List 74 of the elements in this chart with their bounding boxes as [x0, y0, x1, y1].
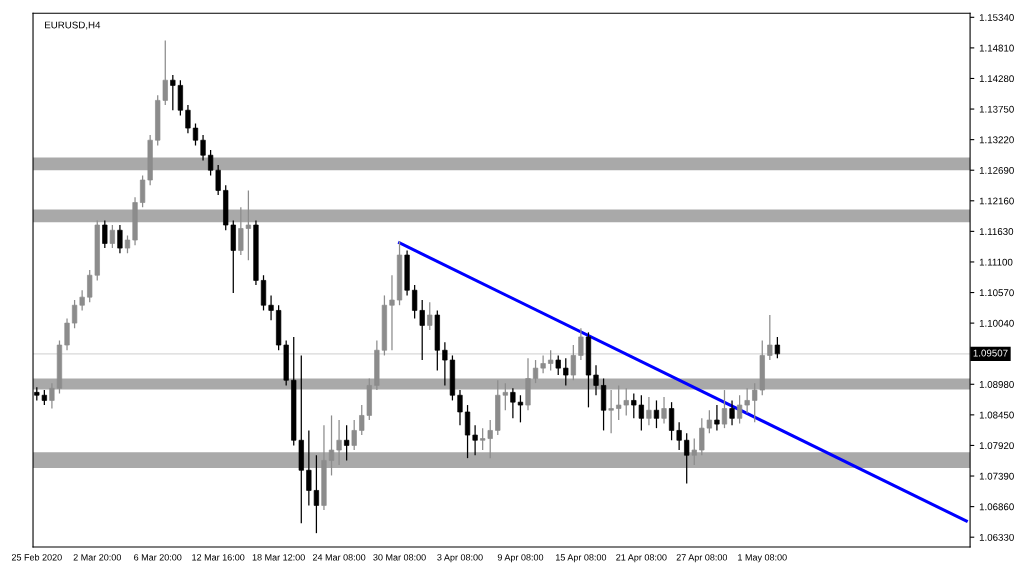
candlestick — [336, 419, 342, 466]
candlestick — [389, 274, 395, 351]
candlestick — [661, 396, 667, 425]
y-tick-label: 1.08980 — [979, 381, 1014, 388]
x-tick-label: 3 Apr 08:00 — [437, 554, 483, 563]
candlestick — [442, 341, 448, 387]
y-tick-label: 1.11630 — [979, 228, 1014, 235]
candlestick — [185, 104, 191, 134]
x-tick-label: 25 Feb 2020 — [11, 553, 62, 561]
candlestick — [684, 432, 690, 485]
x-tick-label: 18 Mar 12:00 — [252, 554, 305, 561]
candlestick — [464, 404, 471, 459]
candlestick — [64, 317, 70, 351]
candlestick — [721, 389, 728, 429]
candlestick — [593, 364, 599, 396]
candlestick — [608, 389, 614, 434]
y-tick-label: 1.12690 — [979, 166, 1014, 174]
x-tick-label: 2 Mar 20:00 — [73, 554, 121, 561]
y-tick-label: 1.07920 — [979, 442, 1014, 450]
x-tick-label: 6 Mar 20:00 — [134, 554, 182, 561]
y-tick-label: 1.11100 — [979, 258, 1013, 266]
candlestick — [563, 357, 569, 387]
y-tick-label: 1.15340 — [979, 14, 1014, 21]
y-tick-label: 1.12160 — [979, 197, 1014, 205]
ref-line-label: 1.09507 — [973, 349, 1008, 357]
candlestick — [729, 399, 735, 426]
candlestick — [268, 294, 274, 321]
candlestick — [578, 327, 584, 361]
y-tick-label: 1.13220 — [979, 136, 1014, 144]
y-tick-label: 1.06330 — [979, 533, 1014, 541]
candlestick — [200, 134, 206, 162]
candlestick — [457, 389, 463, 426]
candlestick — [510, 387, 516, 419]
candlestick — [427, 301, 433, 331]
y-tick-label: 1.07390 — [979, 472, 1014, 480]
candlestick — [102, 219, 108, 249]
y-tick-label: 1.10040 — [979, 319, 1014, 327]
candlestick — [344, 424, 350, 462]
candlestick — [653, 399, 660, 429]
candlestick — [774, 336, 780, 359]
candlestick — [328, 414, 335, 477]
candlestick — [192, 122, 199, 147]
y-tick-label: 1.14280 — [979, 75, 1014, 83]
candlestick — [517, 394, 524, 423]
candlestick — [555, 354, 561, 376]
candlestick — [767, 314, 773, 361]
candlestick — [49, 382, 55, 410]
x-tick-label: 27 Apr 08:00 — [676, 554, 728, 563]
text: EURUSD,H4 — [45, 21, 101, 30]
x-tick-label: 24 Mar 08:00 — [312, 554, 366, 561]
y-tick-label: 1.06860 — [979, 503, 1014, 511]
x-tick-label: 9 Apr 08:00 — [497, 554, 544, 563]
candlestick — [570, 344, 576, 381]
candlestick — [351, 419, 357, 451]
y-tick-label: 1.10570 — [979, 289, 1014, 297]
candlestick — [668, 401, 675, 441]
x-tick-label: 1 May 08:00 — [738, 554, 787, 563]
candlestick — [540, 354, 546, 374]
x-tick-label: 30 Mar 08:00 — [373, 554, 426, 561]
x-tick-label: 21 Apr 08:00 — [616, 554, 667, 563]
x-tick-label: 15 Apr 08:00 — [555, 554, 607, 563]
y-tick-label: 1.08450 — [979, 411, 1014, 419]
candlestick — [109, 224, 115, 249]
candlestick — [676, 421, 682, 451]
candlestick — [691, 437, 697, 466]
y-tick-label: 1.14810 — [979, 44, 1014, 52]
candlestick — [117, 224, 123, 254]
x-tick-label: 12 Mar 16:00 — [192, 554, 245, 561]
candlestick — [548, 349, 554, 372]
y-tick-label: 1.13750 — [979, 105, 1014, 113]
candlestick — [472, 424, 478, 456]
candlestick — [646, 396, 652, 426]
candlestick — [532, 359, 539, 384]
candlestick — [714, 404, 720, 432]
